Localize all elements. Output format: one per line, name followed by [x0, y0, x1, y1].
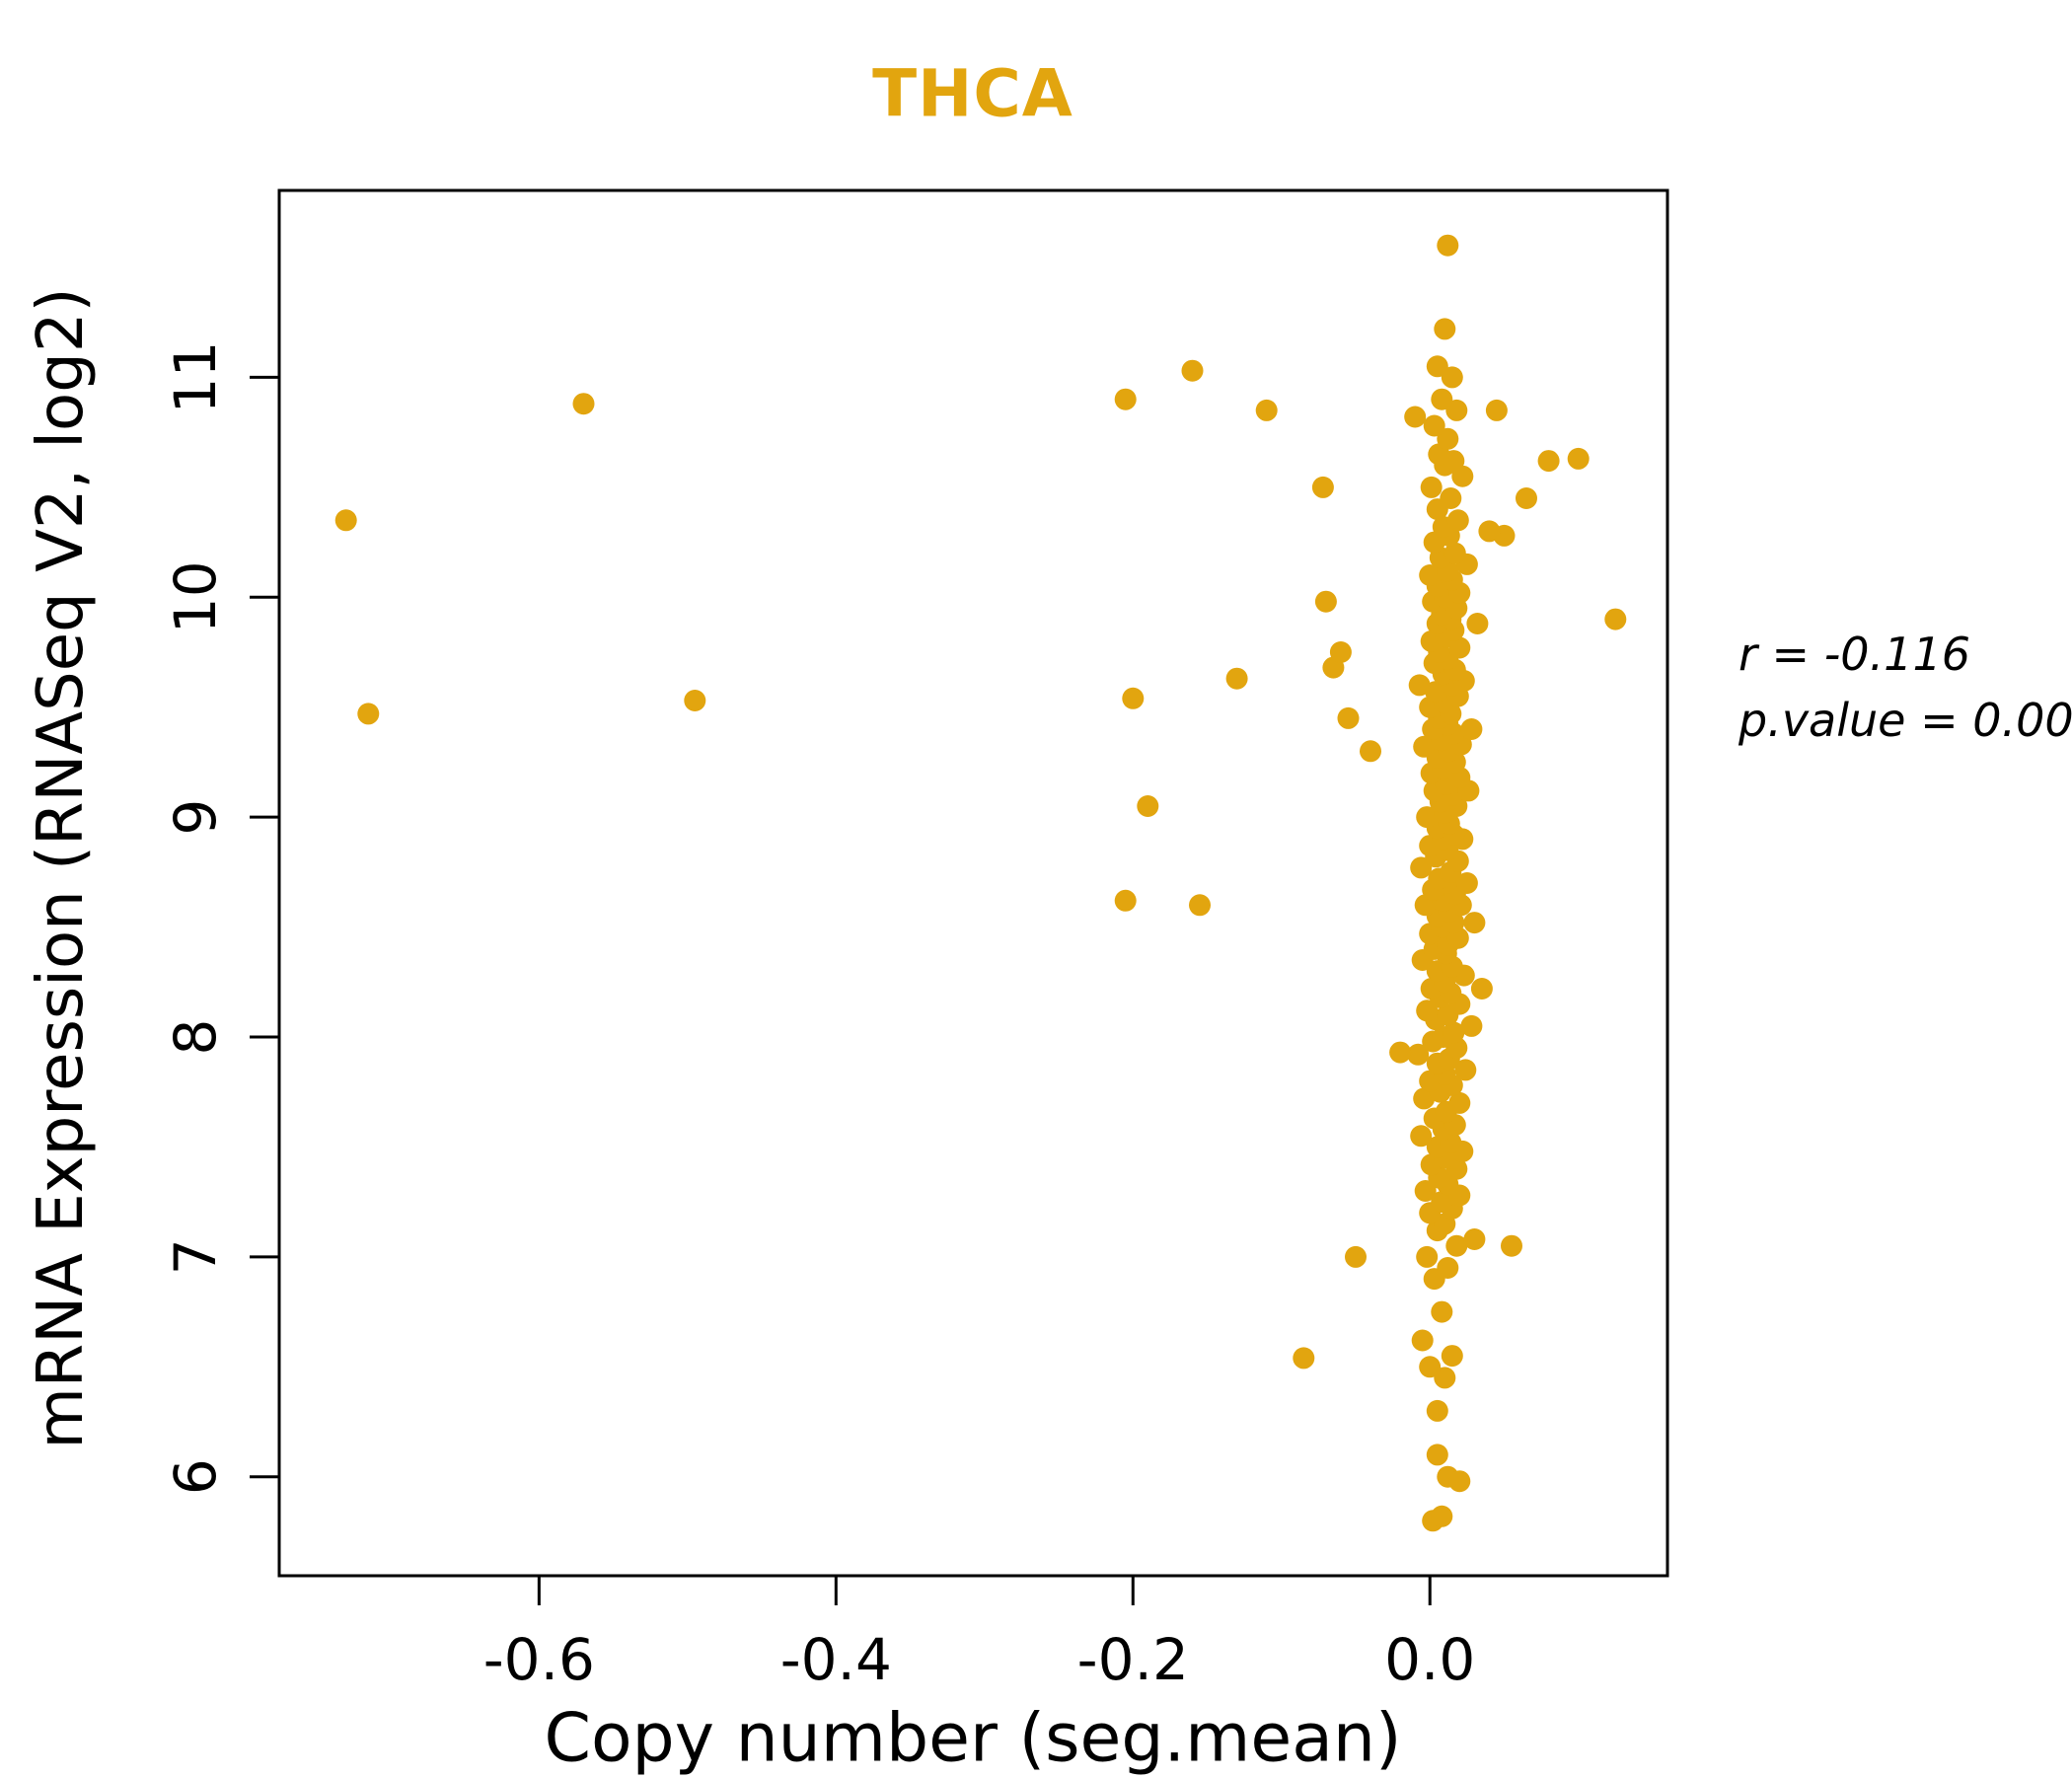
data-point — [1460, 1014, 1483, 1037]
data-point — [1420, 476, 1443, 498]
data-point — [1445, 1234, 1468, 1257]
data-point — [357, 703, 380, 725]
data-point — [1311, 476, 1334, 498]
data-point — [1337, 706, 1360, 729]
data-point — [1293, 1347, 1315, 1370]
data-point — [1419, 1356, 1442, 1378]
x-axis-label: Copy number (seg.mean) — [544, 1699, 1402, 1778]
data-point — [1434, 1367, 1456, 1389]
data-point — [1434, 318, 1456, 340]
data-point — [1460, 718, 1483, 740]
x-tick-label: -0.6 — [483, 1626, 595, 1693]
data-point — [1454, 1059, 1477, 1081]
data-point — [1389, 1041, 1412, 1064]
data-point — [1416, 1000, 1439, 1022]
data-point — [1431, 1300, 1453, 1323]
data-point — [1413, 735, 1436, 758]
data-point — [1443, 1021, 1465, 1044]
data-point — [1466, 613, 1489, 634]
data-point — [1445, 399, 1468, 421]
y-tick-label: 8 — [162, 1019, 229, 1056]
correlation-annotation: r = -0.116 p.value = 0.009 — [1739, 622, 2072, 753]
y-axis-label: mRNA Expression (RNASeq V2, log2) — [25, 287, 98, 1449]
data-point — [1604, 608, 1627, 630]
data-point — [1446, 509, 1469, 532]
data-point — [1255, 399, 1278, 421]
data-point — [1411, 1329, 1434, 1352]
data-point — [1122, 687, 1145, 709]
data-point — [1537, 450, 1560, 473]
y-tick-label: 6 — [162, 1458, 229, 1495]
data-point — [1443, 542, 1466, 564]
data-point — [1408, 674, 1431, 697]
data-point — [1437, 427, 1459, 450]
data-point — [334, 509, 357, 532]
data-point — [1463, 912, 1486, 934]
data-point — [1329, 641, 1352, 663]
y-tick-label: 7 — [162, 1238, 229, 1275]
y-tick-label: 10 — [162, 560, 229, 633]
data-point — [1419, 564, 1442, 586]
p-value-text: p.value = 0.009 — [1739, 693, 2072, 747]
data-point — [1360, 740, 1381, 763]
data-point — [1225, 667, 1248, 690]
data-point — [1501, 1234, 1522, 1257]
data-point — [1114, 889, 1137, 912]
data-point — [1426, 355, 1448, 378]
data-point — [1423, 414, 1445, 437]
data-point — [1567, 447, 1590, 470]
data-point — [1463, 1228, 1486, 1250]
data-point — [1314, 590, 1337, 613]
y-tick-label: 9 — [162, 799, 229, 836]
plot-border — [277, 188, 1669, 1578]
data-point — [1425, 681, 1447, 704]
data-point — [1426, 1444, 1448, 1466]
y-tick-label: 11 — [162, 341, 229, 414]
data-point — [1345, 1245, 1367, 1268]
data-point — [1455, 872, 1478, 894]
data-point — [1470, 978, 1493, 1000]
data-point — [1426, 1399, 1448, 1422]
data-point — [1485, 399, 1508, 421]
data-point — [1437, 1257, 1459, 1279]
data-point — [1448, 1470, 1471, 1493]
data-point — [1137, 795, 1159, 817]
data-point — [1410, 1125, 1433, 1148]
data-point — [1440, 487, 1462, 509]
data-point — [1516, 487, 1537, 509]
x-tick-label: -0.4 — [780, 1626, 892, 1693]
data-point — [1431, 1505, 1453, 1527]
data-point — [1431, 388, 1453, 410]
data-point — [1416, 806, 1439, 829]
data-point — [1414, 1180, 1437, 1202]
chart-title: THCA — [872, 55, 1073, 132]
data-point — [1407, 1043, 1430, 1066]
data-point — [1431, 1191, 1453, 1214]
r-value-text: r = -0.116 — [1739, 628, 1970, 681]
data-point — [1189, 894, 1211, 917]
data-point — [1114, 388, 1137, 410]
data-point — [1441, 1345, 1463, 1368]
data-point — [1478, 520, 1501, 543]
data-point — [1181, 359, 1204, 382]
data-point — [1416, 1245, 1439, 1268]
data-point — [1413, 1087, 1436, 1110]
data-point — [1410, 856, 1433, 879]
data-point — [1448, 1091, 1471, 1114]
data-point — [572, 393, 595, 415]
data-point — [1441, 366, 1463, 389]
data-point — [684, 690, 706, 711]
data-point — [1404, 406, 1427, 428]
x-tick-label: 0.0 — [1384, 1626, 1475, 1693]
data-point — [1437, 234, 1459, 257]
x-tick-label: -0.2 — [1077, 1626, 1189, 1693]
